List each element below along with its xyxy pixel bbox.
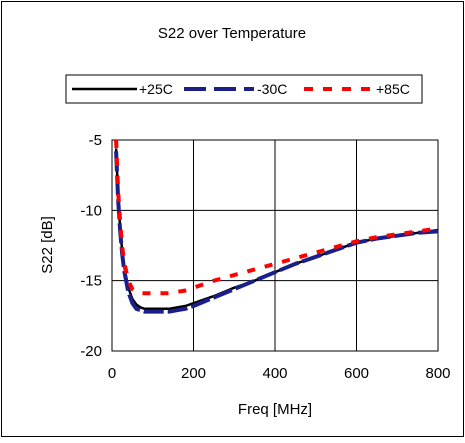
x-tick-label: 600 — [344, 365, 369, 382]
x-tick-label: 200 — [181, 365, 206, 382]
y-axis-label: S22 [dB] — [39, 216, 56, 274]
grid-layer — [112, 140, 438, 351]
legend-label-m30c: -30C — [257, 81, 287, 97]
series-line-85c — [114, 139, 439, 296]
legend: +25C -30C +85C — [65, 74, 423, 104]
series-line-30c — [114, 151, 439, 314]
y-tick-label: -15 — [80, 273, 102, 290]
series-layer — [114, 139, 439, 314]
x-tick-label: 400 — [262, 365, 287, 382]
x-axis-label: Freq [MHz] — [238, 401, 312, 418]
y-tick-labels: -5 -10 -15 -20 — [80, 132, 102, 360]
y-tick-label: -5 — [89, 132, 102, 149]
x-tick-label: 800 — [425, 365, 450, 382]
legend-label-85c: +85C — [376, 81, 410, 97]
x-tick-labels: 0 200 400 600 800 — [108, 365, 451, 382]
legend-label-25c: +25C — [139, 81, 173, 97]
x-tick-label: 0 — [108, 365, 116, 382]
y-tick-label: -20 — [80, 343, 102, 360]
chart-title: S22 over Temperature — [158, 25, 306, 42]
y-tick-label: -10 — [80, 202, 102, 219]
